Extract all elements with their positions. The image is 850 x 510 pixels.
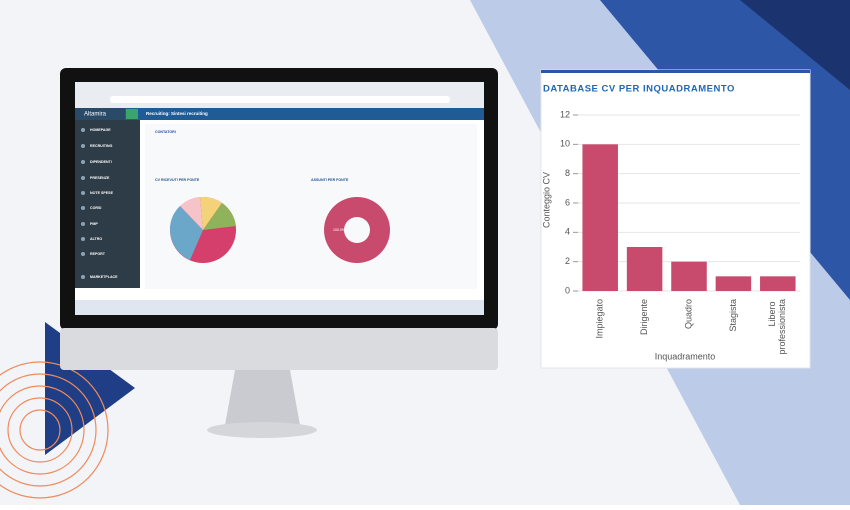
menu-icon: [81, 160, 85, 164]
x-axis-label: Inquadramento: [655, 351, 716, 361]
bar: [715, 276, 752, 291]
panel-title: CONTATORI: [155, 130, 176, 134]
menu-icon: [81, 275, 85, 279]
donut-label: 100.0%: [333, 228, 345, 232]
card-accent: [541, 70, 810, 73]
monitor-stand: [225, 370, 300, 425]
menu-item: MARKETPLACE: [90, 275, 118, 279]
menu-item: HOMEPAGE: [90, 128, 111, 132]
menu-item: CORSI: [90, 206, 101, 210]
taskbar: [75, 300, 484, 315]
menu-item: NOTE SPESE: [90, 191, 114, 195]
plot: 0 2 4 6 8 10 12 Impiegato Dirigente Quadro Stagist…: [560, 109, 800, 355]
menu-item: PRESENZE: [90, 176, 110, 180]
y-tick-label: 4: [565, 227, 570, 237]
menu-icon: [81, 206, 85, 210]
logo-area: [75, 108, 125, 120]
browser-bar: [75, 82, 484, 108]
bar: [671, 261, 707, 291]
y-tick-label: 6: [565, 197, 570, 207]
menu-item: DIPENDENTI: [90, 160, 112, 164]
menu-item: RECRUITING: [90, 144, 113, 148]
menu-icon: [81, 222, 85, 226]
donut: [324, 197, 390, 263]
y-tick-label: 12: [560, 109, 570, 119]
x-tick-label: Quadro: [683, 299, 693, 329]
y-tick-label: 2: [565, 256, 570, 266]
menu-icon: [81, 144, 85, 148]
x-tick-label: Impiegato: [595, 299, 605, 339]
menu-icon: [81, 252, 85, 256]
menu-item: PMP: [90, 222, 98, 226]
bar: [582, 144, 618, 291]
menu: HOMEPAGE RECRUITING DIPENDENTI PRESENZE NOTE…: [81, 128, 118, 279]
menu-button[interactable]: [126, 109, 138, 119]
menu-item: ALTRO: [90, 237, 102, 241]
x-tick-label: Dirigente: [639, 299, 649, 335]
y-tick-label: 0: [565, 285, 570, 295]
x-tick-label: Stagista: [728, 299, 738, 332]
bar: [760, 276, 796, 291]
logo: Altamira: [84, 112, 107, 118]
bar: [626, 247, 663, 291]
x-tick-label: Libero professionista: [767, 299, 787, 355]
y-tick-label: 10: [560, 139, 570, 149]
monitor-base: [207, 422, 317, 438]
address-bar: [110, 96, 450, 103]
y-tick-label: 8: [565, 168, 570, 178]
menu-icon: [81, 191, 85, 195]
menu-icon: [81, 237, 85, 241]
panel-title: CV RICEVUTI PER FONTE: [155, 178, 200, 182]
app-header: [75, 108, 484, 120]
bg-shape: [740, 0, 850, 90]
menu-icon: [81, 176, 85, 180]
chart-title: DATABASE CV PER INQUADRAMENTO: [543, 84, 735, 95]
sidebar: [75, 120, 140, 288]
menu-icon: [81, 128, 85, 132]
menu-item: REPORT: [90, 252, 106, 256]
panel-title: ASSUNTI PER FONTE: [311, 178, 349, 182]
y-axis-label: Conteggio CV: [541, 172, 551, 228]
app-title: Recruiting: Sintesi recruiting: [146, 111, 208, 116]
pie: [169, 196, 236, 263]
circles: [0, 361, 109, 499]
monitor-chin: [60, 328, 498, 370]
